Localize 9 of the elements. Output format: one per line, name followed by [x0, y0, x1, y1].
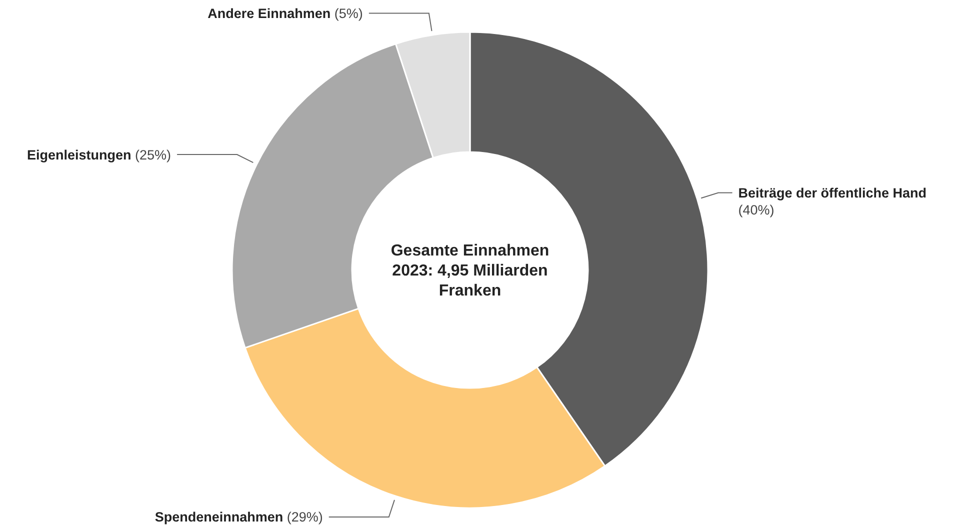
data-label: (40%) [738, 202, 774, 218]
slice-label: Andere Einnahmen [208, 6, 331, 21]
data-label: (25%) [131, 147, 172, 162]
slice-label: Beiträge der öffentliche Hand [738, 186, 927, 201]
slice-label: Spendeneinnahmen [154, 510, 284, 525]
data-label: (29%) [283, 510, 323, 525]
text: Gesamte Einnahmen 2023: 4,95 Milliarden Franken [390, 242, 550, 300]
data-label: (5%) [330, 6, 363, 21]
slice-label: Eigenleistungen [27, 147, 132, 162]
